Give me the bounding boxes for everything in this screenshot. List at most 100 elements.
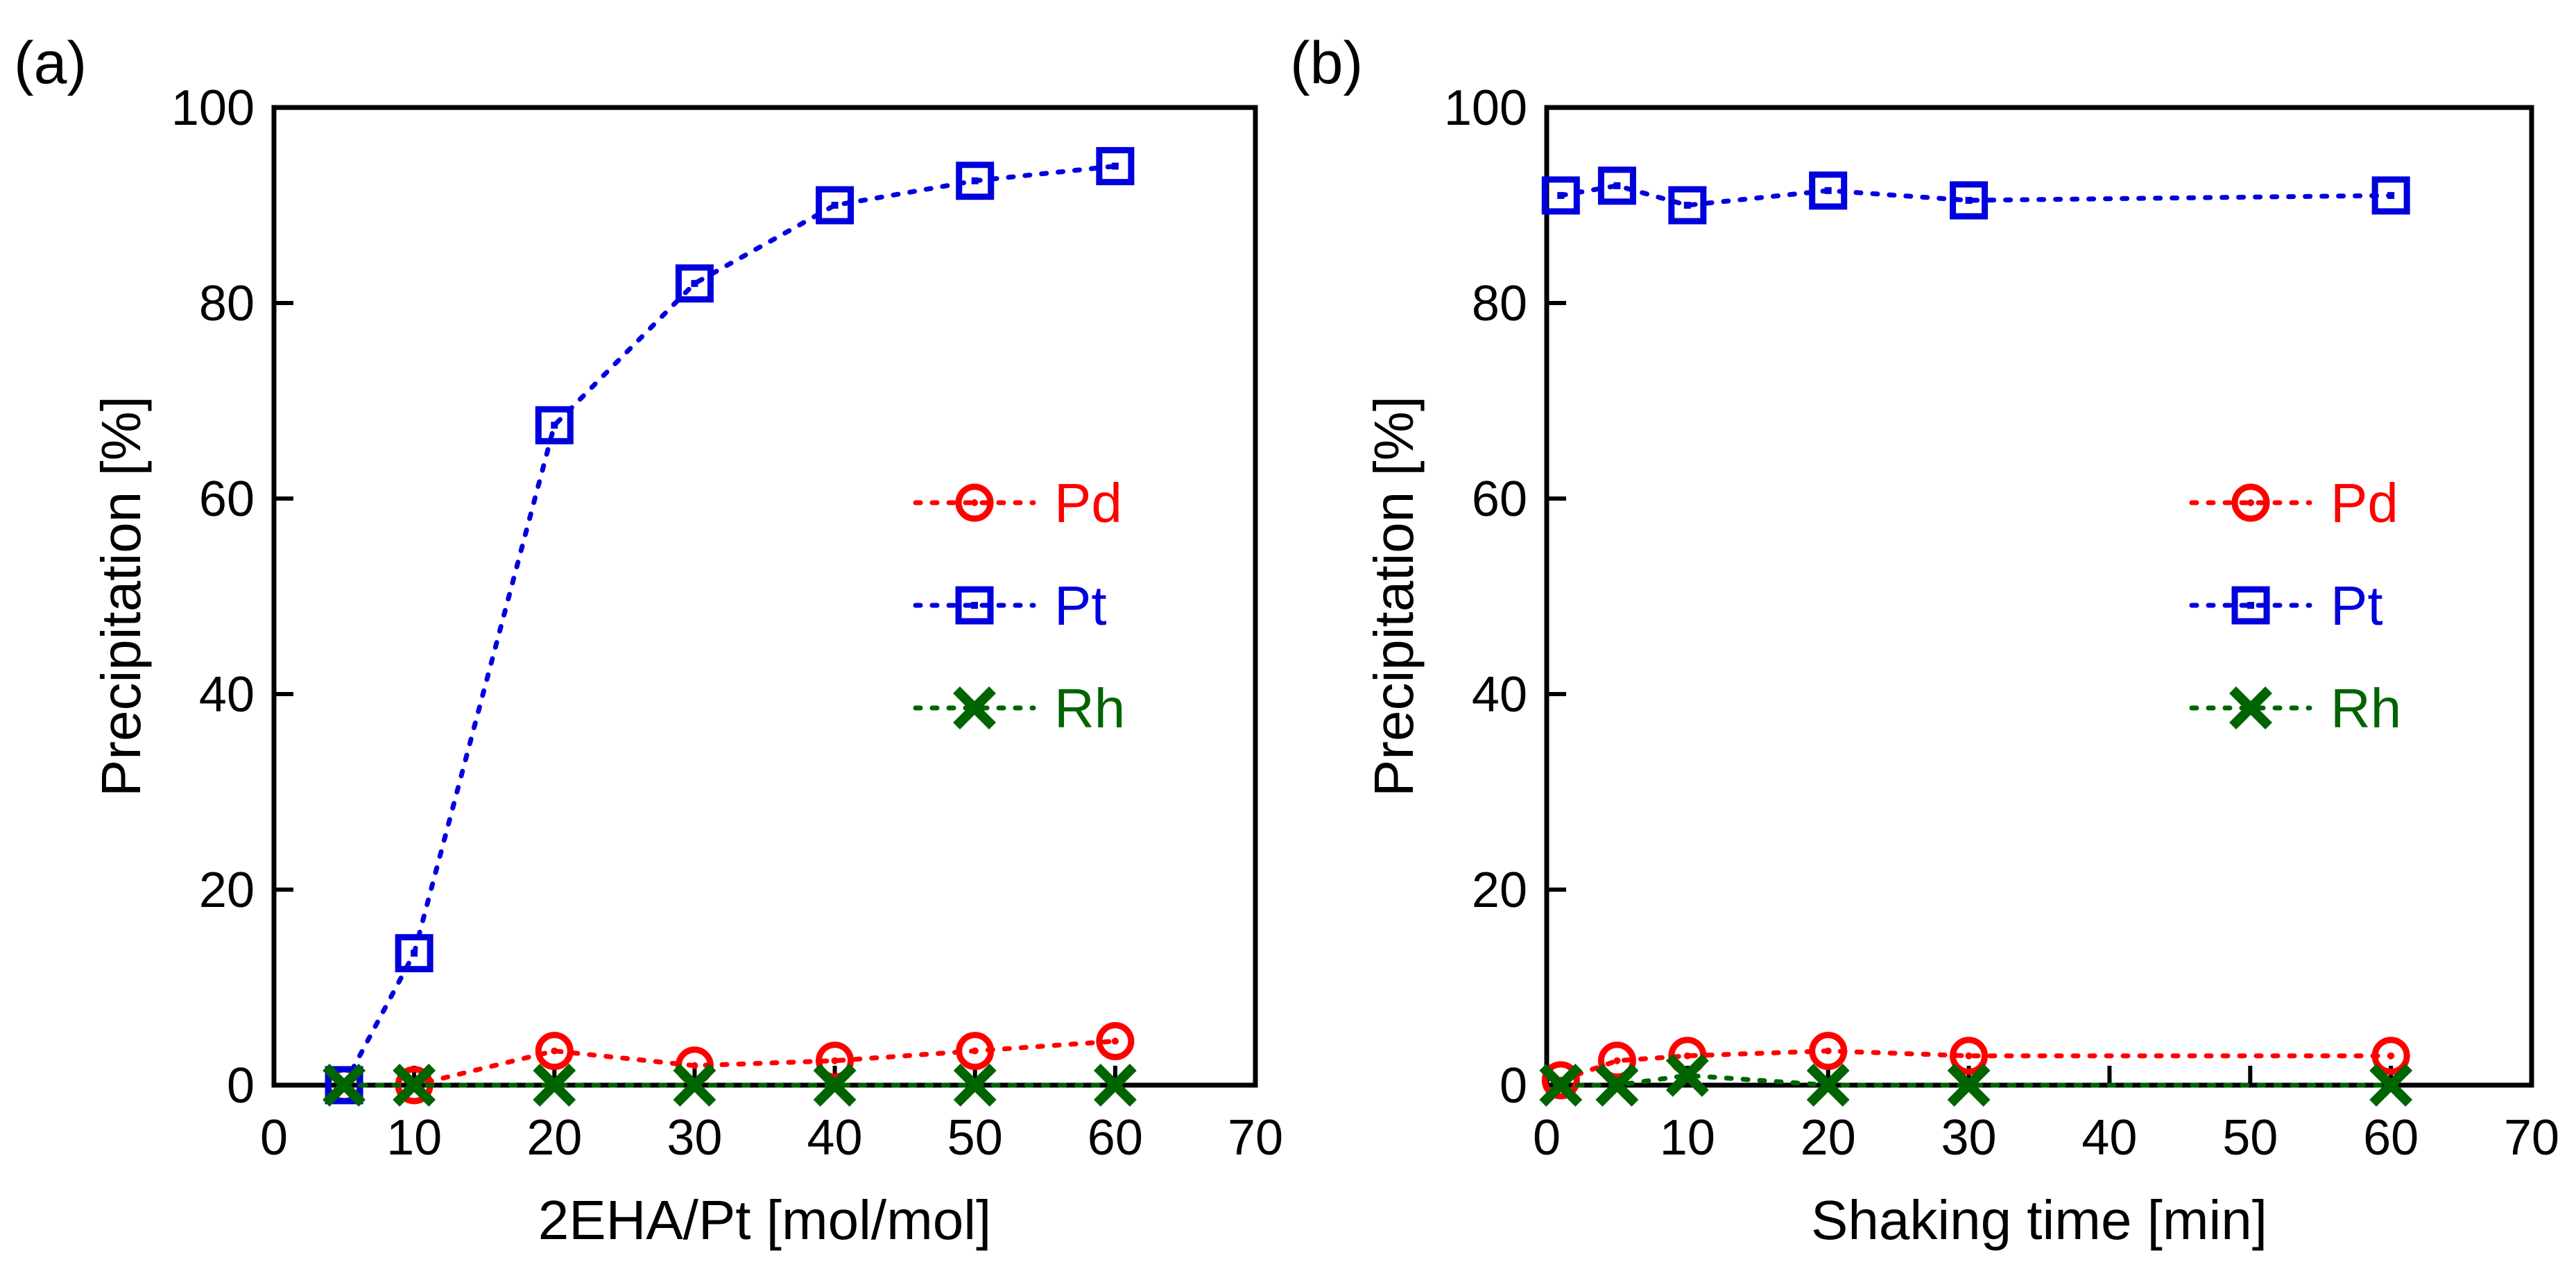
- panel-b-series-pt-point: [1950, 181, 1989, 220]
- panel-a-series-pt-point-center: [1111, 162, 1119, 170]
- panel-a-legend-rh: Rh: [913, 677, 1125, 739]
- panel-a-legend-marker: [953, 686, 996, 729]
- panel-b-series-pd-point-center: [2387, 1052, 2395, 1060]
- panel-b-legend-label: Pt: [2330, 575, 2383, 637]
- panel-b-ytick-label: 100: [1444, 80, 1527, 136]
- panel-a-series-pd-point-ring: [816, 1041, 855, 1080]
- panel-b-xtick-label: 40: [2081, 1110, 2137, 1166]
- panel-b-series-pd-point-ring: [1597, 1041, 1636, 1080]
- panel-a-series-pd-point-center: [831, 1057, 839, 1064]
- panel-b-series-pt-point-box: [1668, 186, 1707, 225]
- panel-a-series-pd-point-center: [971, 1047, 979, 1055]
- panel-b-series-pd-point-center: [1683, 1052, 1691, 1060]
- panel-a-series-pd-point: [956, 1032, 995, 1071]
- panel-a-xtick-label: 70: [1228, 1110, 1283, 1166]
- panel-b-series-pd: [1541, 1032, 2410, 1100]
- panel-b-legend-rh: Rh: [2189, 677, 2401, 739]
- panel-a-legend-marker-box: [955, 586, 994, 625]
- panel-b-frame: [1544, 105, 2534, 1088]
- panel-a-y-axis-label: Precipitation [%]: [90, 396, 152, 797]
- panel-a-series-pd-point-ring: [535, 1032, 574, 1071]
- panel-b-ytick-label: 20: [1472, 863, 1527, 918]
- panel-a-series-rh-point: [323, 1064, 366, 1107]
- panel-b-series-rh-point: [1806, 1064, 1850, 1107]
- panel-a-series-pd-point: [1096, 1022, 1135, 1061]
- panel-a-xtick-label: 30: [667, 1110, 722, 1166]
- panel-b-legend-pd: Pd: [2189, 472, 2398, 534]
- panel-b-series-pt-point-box: [1541, 176, 1580, 215]
- panel-b-series-rh: [1539, 1053, 2413, 1107]
- panel-a-series-pt-point-center: [971, 177, 979, 184]
- panel-b-series-pd-line: [1558, 1048, 2394, 1083]
- panel-b-xtick-label: 10: [1660, 1110, 1715, 1166]
- panel-a-series-pt-point-box: [675, 264, 714, 303]
- panel-b-ytick-label: 60: [1472, 472, 1527, 527]
- panel-a: (a) 0 10 20 30 40 50 60 70 0 20 40 60 80 100 2EHA/Pt [m…: [14, 30, 1283, 1251]
- panel-a-series-pt-point-box: [395, 934, 433, 973]
- panel-b-series-pt-point-box: [1809, 171, 1848, 210]
- panel-b-series-pd-point: [1950, 1037, 1989, 1075]
- panel-b-ytick-label: 80: [1472, 276, 1527, 331]
- panel-a-xtick-label: 0: [260, 1110, 288, 1166]
- panel-b-ytick-label: 0: [1500, 1058, 1527, 1114]
- panel-a-series-pt-point-box: [816, 186, 855, 225]
- panel-b-xtick-label: 60: [2363, 1110, 2419, 1166]
- panel-b-xtick-label: 20: [1801, 1110, 1856, 1166]
- panel-b-series-pt-point-center: [1965, 196, 1973, 204]
- panel-a-series-pt-point-box: [535, 406, 574, 444]
- panel-b-legend-marker-center: [2247, 602, 2254, 609]
- panel-b-series-rh-line: [1558, 1073, 2394, 1088]
- panel-b-legend-label: Pd: [2330, 472, 2398, 534]
- panel-b-series-pd-point-center: [1965, 1052, 1973, 1060]
- panel-b-series-pd-point-ring: [2371, 1037, 2410, 1075]
- panel-a-xtick-label: 40: [807, 1110, 863, 1166]
- panel-a-series-rh-point: [813, 1064, 857, 1107]
- panel-b-legend-marker-center: [2247, 499, 2254, 506]
- panel-a-legend-pd: Pd: [913, 472, 1122, 534]
- panel-b-series-pt-point: [1809, 171, 1848, 210]
- panel-a-legend-marker-ring: [955, 483, 994, 522]
- panel-b-legend-marker: [2229, 686, 2272, 729]
- panel-b-series-rh-point: [2369, 1064, 2413, 1107]
- panel-b-legend-pt: Pt: [2189, 575, 2383, 637]
- panel-b-series-pd-point-ring: [1950, 1037, 1989, 1075]
- panel-b-series-pd-point: [1597, 1041, 1636, 1080]
- panel-b-label: (b): [1290, 30, 1363, 96]
- panel-a-series-pt-point: [1096, 147, 1135, 186]
- panel-a-legend-label: Pt: [1054, 575, 1107, 637]
- panel-b-series-pt-point-box: [2371, 176, 2410, 215]
- panel-b-series-pt-point-box: [1597, 166, 1636, 205]
- panel-b-legend-marker: [2231, 586, 2270, 625]
- panel-a-legend-marker: [955, 483, 994, 522]
- panel-b-series-pd-point: [2371, 1037, 2410, 1075]
- panel-b-series-pt-line: [1558, 183, 2394, 208]
- panel-a-legend-label: Pd: [1054, 472, 1122, 534]
- panel-b-series-pd-point-ring: [1809, 1032, 1848, 1071]
- panel-b-series-pt-point-center: [2387, 191, 2395, 199]
- panel-a-label: (a): [14, 30, 87, 96]
- panel-a-legend-marker: [955, 586, 994, 625]
- panel-a-ytick-label: 40: [199, 667, 255, 723]
- panel-b-xtick-label: 70: [2504, 1110, 2559, 1166]
- panel-a-ytick-label: 0: [227, 1058, 255, 1114]
- panel-b-series-pt-point-center: [1557, 191, 1565, 199]
- panel-a-series-pt-point: [816, 186, 855, 225]
- panel-b-series-pd-point-center: [1824, 1047, 1832, 1055]
- panel-a-series-pd-point-ring: [956, 1032, 995, 1071]
- panel-b-legend-marker-ring: [2231, 483, 2270, 522]
- panel-b-series-pt-point-box: [1950, 181, 1989, 220]
- panel-a-series-pt-point-center: [411, 949, 418, 957]
- panel-b-series-pt: [1541, 166, 2410, 225]
- panel-b-series-rh-point: [1947, 1064, 1991, 1107]
- panel-b-xtick-label: 50: [2222, 1110, 2278, 1166]
- panel-a-legend-pt: Pt: [913, 575, 1107, 637]
- panel-a-series-pd-point-center: [551, 1047, 558, 1055]
- panel-a-series-pt-point-center: [551, 422, 558, 429]
- panel-b-series-pt-point: [1597, 166, 1636, 205]
- panel-b-series-pt-point: [1668, 186, 1707, 225]
- panel-b-legend-label: Rh: [2330, 677, 2401, 739]
- panel-a-xtick-label: 20: [526, 1110, 582, 1166]
- panel-a-ytick-label: 100: [171, 80, 255, 136]
- panel-a-xtick-label: 50: [947, 1110, 1003, 1166]
